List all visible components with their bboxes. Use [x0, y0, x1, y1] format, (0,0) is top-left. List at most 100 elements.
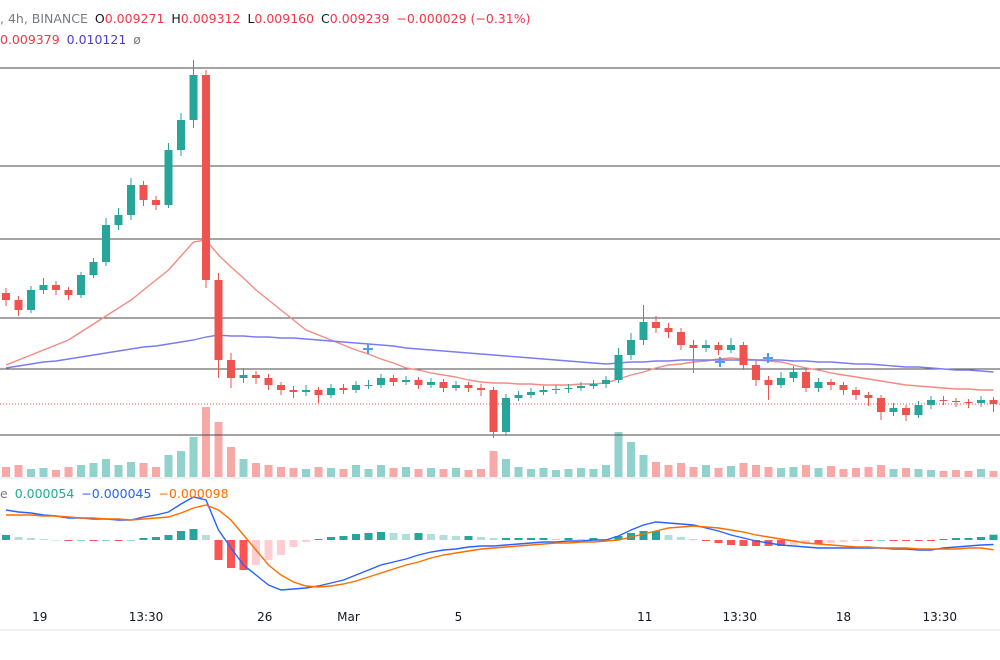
volume-bar: [964, 471, 973, 477]
candle-body: [914, 405, 923, 415]
candle-body: [552, 389, 560, 390]
macd-histogram-bar: [302, 540, 310, 542]
candle-body: [852, 390, 860, 395]
candle-body: [789, 372, 798, 378]
volume-bar: [352, 465, 360, 477]
candle-body: [27, 290, 35, 310]
volume-bar: [302, 469, 310, 477]
volume-bar: [702, 465, 710, 477]
ma-extra: ø: [133, 32, 141, 47]
x-tick-label: Mar: [337, 610, 360, 624]
price-layer: [0, 60, 1000, 438]
volume-bar: [464, 470, 473, 477]
volume-bar: [802, 465, 810, 477]
volume-bar: [264, 465, 273, 477]
macd-line: [5, 496, 994, 591]
macd-histogram-bar: [439, 535, 448, 540]
ohlc-value: 0.009312: [180, 11, 241, 26]
candle-body: [877, 398, 885, 412]
volume-bar: [614, 432, 623, 477]
macd-histogram-bar: [814, 540, 823, 544]
macd-histogram-bar: [752, 540, 760, 546]
macd-histogram-bar: [177, 531, 185, 540]
candle-body: [489, 390, 498, 432]
volume-bar: [202, 407, 210, 477]
volume-bar: [714, 468, 723, 477]
candle-body: [414, 380, 423, 385]
candle-body: [452, 385, 460, 388]
candle-body: [377, 378, 385, 385]
candle-body: [314, 390, 323, 395]
macd-histogram-bar: [52, 540, 60, 541]
macd-histogram-bar: [77, 540, 85, 541]
volume-bar: [427, 468, 435, 477]
candle-body: [814, 382, 823, 388]
candle-body: [739, 345, 748, 365]
candle-body: [864, 395, 873, 398]
macd-histogram-bar: [777, 540, 785, 546]
macd-histogram-bar: [639, 531, 648, 540]
candle-body: [639, 322, 648, 340]
volume-bar: [502, 459, 510, 477]
marker: [363, 344, 373, 354]
macd-histogram-bar: [2, 535, 10, 540]
macd-histogram-bar: [277, 540, 285, 555]
ohlc-key: L: [247, 11, 255, 26]
macd-histogram-bar: [102, 540, 110, 541]
volume-bar: [527, 469, 535, 477]
candle-body: [227, 360, 235, 378]
ohlc-legend: , 4h, BINANCE O0.009271 H0.009312 L0.009…: [0, 11, 533, 26]
candle-body: [602, 380, 610, 384]
candle-body: [464, 385, 473, 388]
candle-body: [239, 375, 248, 378]
candle-body: [152, 200, 160, 205]
macd-histogram-bar: [802, 540, 810, 544]
volume-bar: [377, 465, 385, 477]
candle-body: [827, 382, 835, 385]
candle-body: [539, 390, 548, 392]
volume-bar: [439, 469, 448, 477]
volume-bar: [289, 468, 298, 477]
candle-body: [364, 385, 373, 386]
macd-histogram-bar: [677, 537, 685, 540]
moving-average: [5, 239, 994, 391]
macd-layer: [2, 496, 998, 591]
candle-body: [989, 400, 998, 404]
candle-body: [114, 215, 123, 225]
candle-body: [64, 290, 73, 295]
volume-bar: [989, 471, 998, 477]
candle-body: [264, 378, 273, 385]
macd-histogram-bar: [689, 539, 698, 540]
candle-body: [514, 395, 523, 398]
volume-bar: [14, 465, 23, 477]
candle-body: [889, 408, 898, 412]
volume-bar: [927, 470, 935, 477]
ohlc-value: 0.009160: [254, 11, 315, 26]
candle-body: [352, 385, 360, 390]
volume-bar: [102, 459, 110, 477]
volume-bar: [477, 469, 485, 477]
ma-value: 0.009379: [0, 32, 60, 47]
macd-histogram-bar: [664, 535, 673, 540]
volume-bar: [877, 465, 885, 477]
volume-bar: [389, 468, 398, 477]
volume-bar: [977, 469, 985, 477]
macd-histogram-bar: [327, 537, 335, 540]
x-tick-label: 11: [637, 610, 652, 624]
volume-bar: [639, 455, 648, 477]
macd-legend: e 0.000054 −0.000045 −0.000098: [0, 486, 232, 501]
volume-bar: [814, 468, 823, 477]
candle-body: [777, 378, 785, 385]
ohlc-key: C: [321, 11, 330, 26]
macd-histogram-bar: [214, 540, 223, 560]
moving-average: [5, 334, 994, 373]
candle-body: [177, 120, 185, 150]
candle-body: [977, 400, 985, 403]
macd-histogram-bar: [914, 540, 923, 541]
candle-body: [14, 300, 23, 310]
volume-bar: [602, 465, 610, 477]
candle-body: [589, 384, 598, 386]
volume-bar: [214, 422, 223, 477]
